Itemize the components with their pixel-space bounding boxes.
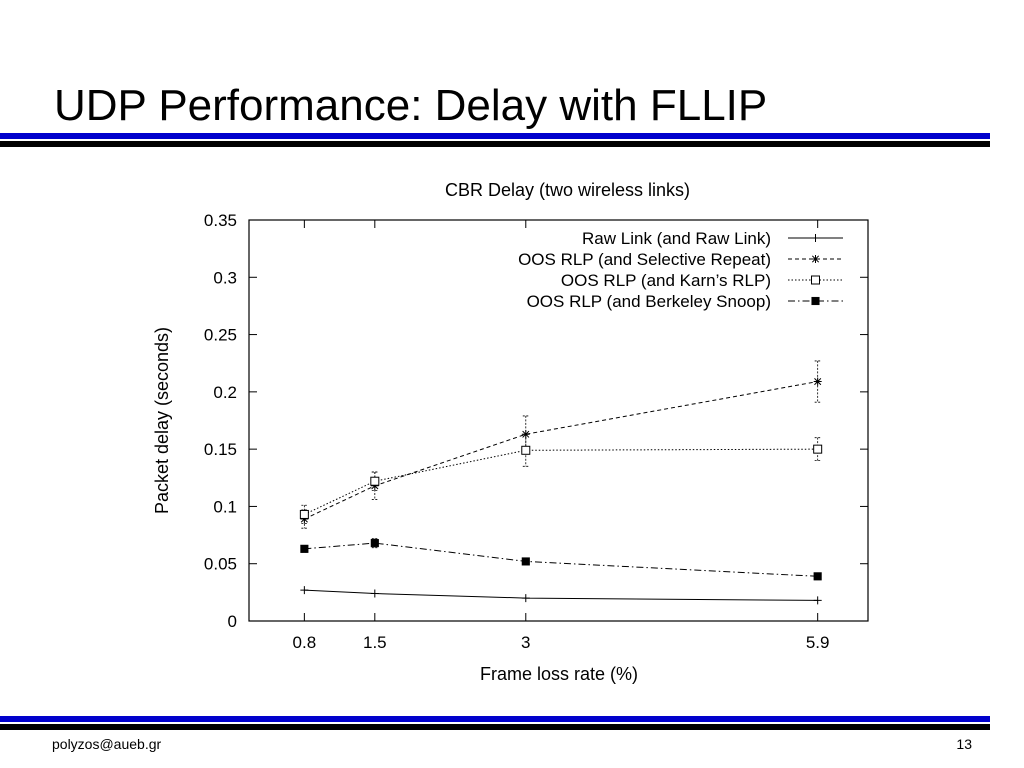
series-line-2	[304, 448, 818, 515]
data-point	[813, 596, 822, 605]
x-tick-label: 3	[521, 633, 530, 652]
data-point	[300, 586, 309, 595]
footer-rule-blue	[0, 716, 990, 722]
title-rule-black	[0, 141, 990, 147]
x-axis-label: Frame loss rate (%)	[480, 664, 638, 684]
y-tick-label: 0.25	[204, 326, 237, 345]
y-tick-label: 0.05	[204, 555, 237, 574]
legend-marker	[811, 296, 820, 306]
data-point	[300, 515, 309, 524]
series-line-3	[304, 542, 818, 577]
y-tick-label: 0	[228, 612, 237, 631]
y-tick-label: 0.2	[213, 383, 237, 402]
chart-title: CBR Delay (two wireless links)	[445, 180, 690, 200]
series-line-0	[304, 589, 818, 601]
data-point	[813, 572, 822, 581]
legend-marker	[811, 275, 820, 285]
x-tick-label: 0.8	[293, 633, 317, 652]
footer-email: polyzos@aueb.gr	[52, 736, 162, 752]
data-point	[521, 557, 530, 566]
data-point	[370, 476, 380, 486]
footer-rule-black	[0, 724, 990, 730]
legend-marker	[811, 255, 820, 263]
error-bar	[522, 433, 529, 467]
data-point	[370, 589, 379, 598]
title-rule-blue	[0, 133, 990, 139]
delay-line-chart: CBR Delay (two wireless links) Frame loss…	[152, 180, 869, 684]
legend-label: OOS RLP (and Berkeley Snoop)	[527, 292, 771, 311]
error-bar	[814, 360, 821, 403]
plot-frame	[248, 219, 869, 622]
data-point	[370, 481, 379, 490]
slide-number: 13	[956, 736, 972, 752]
data-point	[813, 377, 822, 386]
legend-marker	[811, 234, 820, 242]
y-tick-label: 0.3	[213, 268, 237, 287]
data-point	[370, 539, 379, 548]
legend-label: OOS RLP (and Karn’s RLP)	[561, 271, 771, 290]
data-point	[299, 509, 309, 519]
y-tick-label: 0.15	[204, 440, 237, 459]
legend-label: OOS RLP (and Selective Repeat)	[518, 250, 771, 269]
y-tick-label: 0.35	[204, 211, 237, 230]
x-tick-label: 1.5	[363, 633, 387, 652]
data-point	[813, 444, 823, 454]
series-line-1	[304, 381, 818, 520]
data-point	[521, 594, 530, 603]
error-bar	[301, 504, 308, 525]
data-point	[300, 544, 309, 553]
y-axis-label: Packet delay (seconds)	[152, 327, 172, 514]
y-tick-label: 0.1	[213, 497, 237, 516]
x-tick-label: 5.9	[806, 633, 830, 652]
slide-title: UDP Performance: Delay with FLLIP	[54, 81, 768, 130]
error-bar	[371, 471, 378, 491]
data-point	[521, 445, 531, 455]
legend-label: Raw Link (and Raw Link)	[582, 229, 771, 248]
